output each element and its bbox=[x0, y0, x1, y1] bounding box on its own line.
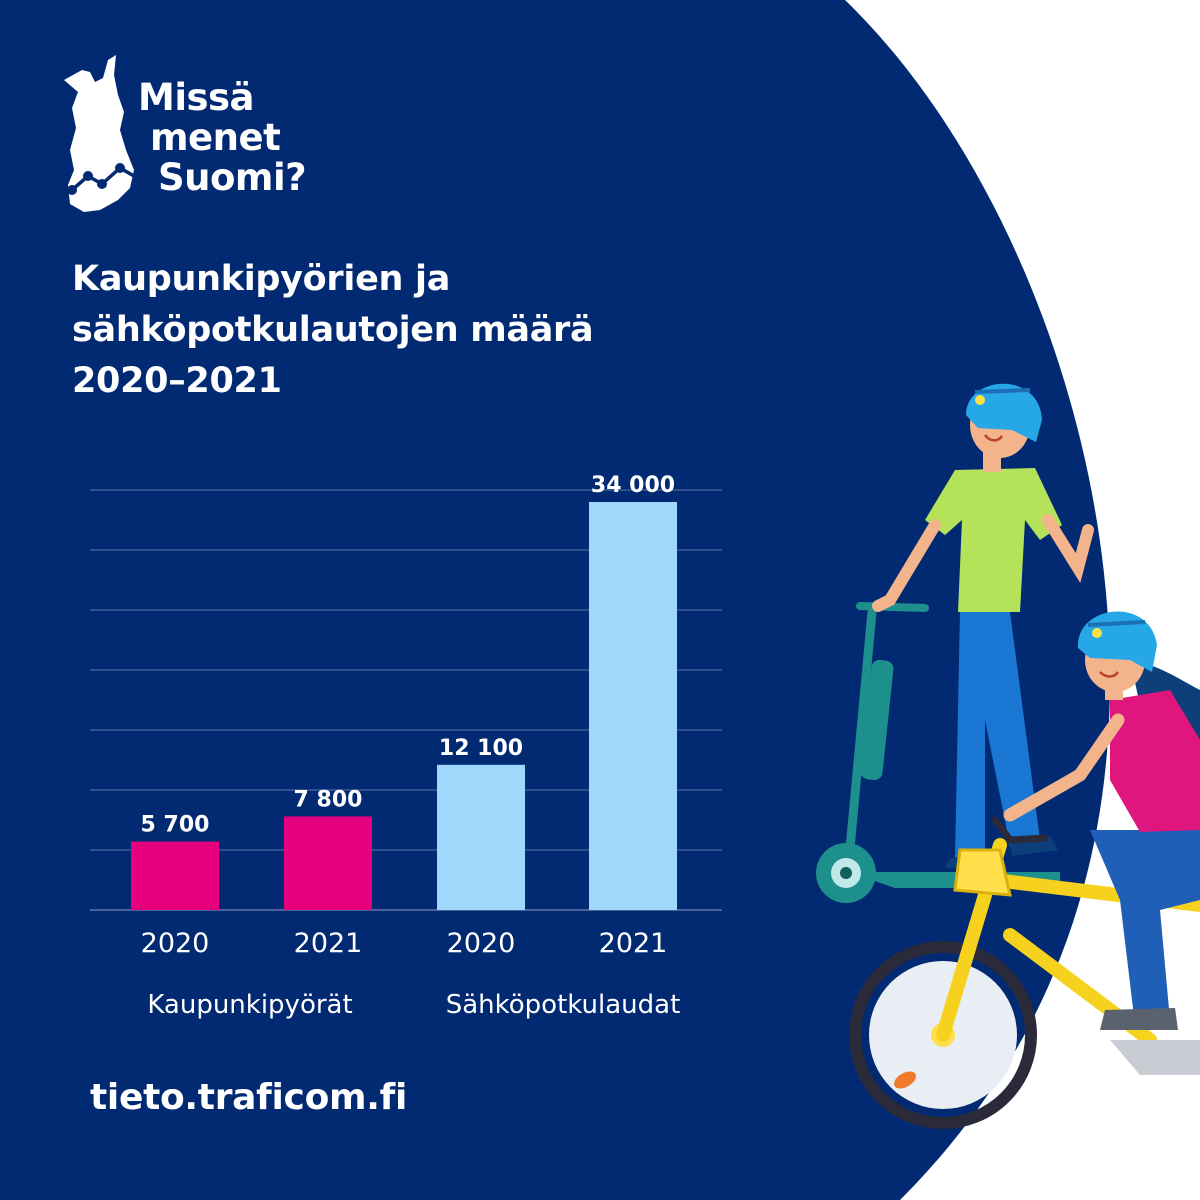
chart-title-line-1: Kaupunkipyörien ja bbox=[72, 259, 451, 299]
chart-title-line-2: sähköpotkulautojen määrä bbox=[72, 310, 594, 350]
chart-title: Kaupunkipyörien ja sähköpotkulautojen mä… bbox=[72, 254, 772, 407]
x-tick-label: 2020 bbox=[447, 928, 516, 959]
person-on-scooter-icon bbox=[816, 383, 1094, 903]
group-label: Sähköpotkulaudat bbox=[446, 990, 681, 1020]
source-url[interactable]: tieto.traficom.fi bbox=[90, 1077, 408, 1118]
bar-sähköpotkulaudat-2020 bbox=[437, 764, 525, 910]
logo-line-2: menet bbox=[150, 116, 281, 159]
group-label: Kaupunkipyörät bbox=[147, 990, 352, 1020]
logo-wordmark: Missä menet Suomi? bbox=[138, 76, 307, 199]
chart-labels: 5 700 2020 7 800 2021 12 100 2020 34 000 2021 Ka… bbox=[141, 473, 681, 1020]
bar-kaupunkipyörät-2021 bbox=[284, 816, 372, 910]
chart-title-line-3: 2020–2021 bbox=[72, 361, 282, 401]
bar-sähköpotkulaudat-2021 bbox=[589, 502, 677, 910]
logo-line-1: Missä bbox=[138, 76, 255, 119]
bar-value-label: 12 100 bbox=[439, 736, 523, 761]
x-tick-label: 2021 bbox=[599, 928, 668, 959]
bar-value-label: 34 000 bbox=[591, 473, 675, 498]
x-tick-label: 2020 bbox=[141, 928, 210, 959]
chart-bars bbox=[131, 502, 677, 910]
person-on-bicycle-icon bbox=[849, 611, 1200, 1129]
logo-line-3: Suomi? bbox=[158, 156, 307, 199]
bar-value-label: 7 800 bbox=[294, 787, 363, 812]
x-tick-label: 2021 bbox=[294, 928, 363, 959]
bar-value-label: 5 700 bbox=[141, 813, 210, 838]
bar-kaupunkipyörät-2020 bbox=[131, 841, 219, 910]
